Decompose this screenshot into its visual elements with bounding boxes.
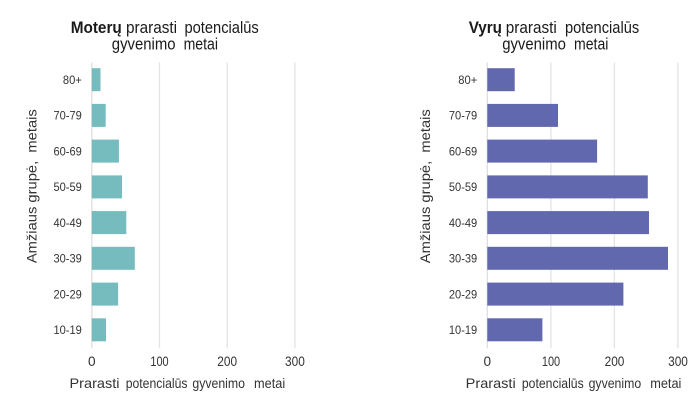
- svg-text:metai: metai: [184, 34, 218, 53]
- svg-text:prarasti: prarasti: [126, 18, 177, 37]
- svg-text:metai: metai: [650, 375, 681, 391]
- svg-text:potencialūs: potencialūs: [565, 18, 639, 37]
- svg-text:100: 100: [150, 354, 169, 369]
- svg-text:Prarasti: Prarasti: [70, 375, 120, 391]
- svg-text:gyvenimo: gyvenimo: [112, 34, 176, 53]
- svg-text:60-69: 60-69: [449, 144, 477, 158]
- svg-text:70-79: 70-79: [449, 109, 477, 123]
- svg-text:200: 200: [605, 354, 625, 369]
- svg-text:0: 0: [88, 354, 96, 369]
- svg-text:40-49: 40-49: [54, 216, 82, 230]
- svg-text:60-69: 60-69: [54, 144, 82, 158]
- svg-text:30-39: 30-39: [54, 252, 82, 266]
- svg-text:50-59: 50-59: [449, 180, 477, 194]
- svg-text:80+: 80+: [63, 73, 82, 87]
- svg-text:300: 300: [668, 354, 688, 369]
- svg-text:10-19: 10-19: [449, 323, 477, 337]
- svg-text:20-29: 20-29: [449, 287, 477, 301]
- svg-text:prarasti: prarasti: [506, 18, 557, 37]
- svg-text:30-39: 30-39: [449, 252, 477, 266]
- svg-text:40-49: 40-49: [449, 216, 477, 230]
- svg-text:Moterų: Moterų: [71, 18, 122, 37]
- svg-text:70-79: 70-79: [54, 109, 82, 123]
- svg-text:Amžiaus grupė, metais: Amžiaus grupė, metais: [25, 109, 40, 263]
- svg-text:gyvenimo: gyvenimo: [192, 375, 245, 391]
- svg-text:80+: 80+: [458, 73, 477, 87]
- svg-text:0: 0: [484, 354, 492, 369]
- svg-text:potencialūs: potencialūs: [185, 18, 259, 37]
- svg-text:200: 200: [217, 354, 237, 369]
- svg-text:gyvenimo: gyvenimo: [589, 375, 642, 391]
- svg-text:potencialūs: potencialūs: [126, 375, 188, 391]
- svg-text:potencialūs: potencialūs: [522, 375, 584, 391]
- svg-text:100: 100: [542, 354, 561, 369]
- svg-text:10-19: 10-19: [54, 323, 82, 337]
- svg-text:metai: metai: [254, 375, 285, 391]
- svg-text:300: 300: [285, 354, 305, 369]
- svg-text:50-59: 50-59: [54, 180, 82, 194]
- svg-text:gyvenimo: gyvenimo: [502, 34, 566, 53]
- svg-text:Prarasti: Prarasti: [466, 375, 516, 391]
- svg-text:Vyrų: Vyrų: [469, 18, 502, 37]
- svg-text:Amžiaus grupė, metais: Amžiaus grupė, metais: [418, 109, 433, 263]
- svg-text:metai: metai: [574, 34, 608, 53]
- svg-text:20-29: 20-29: [54, 287, 82, 301]
